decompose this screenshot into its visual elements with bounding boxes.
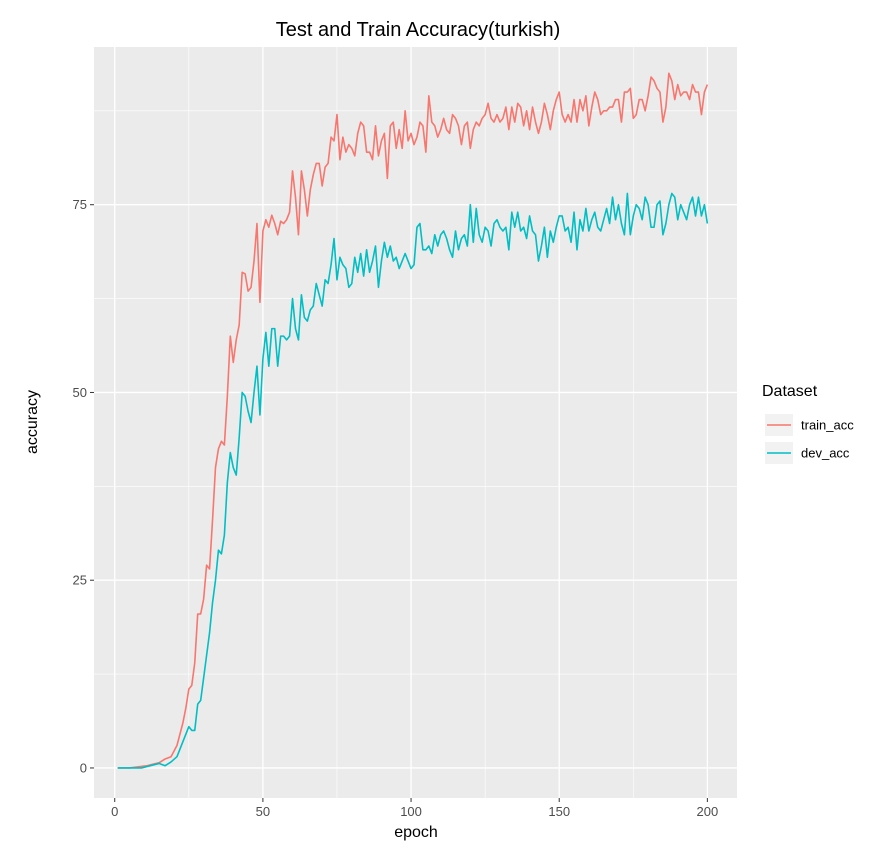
series-line-train_acc <box>117 72 709 769</box>
x-tick-label: 50 <box>256 804 270 819</box>
y-axis-title: accuracy <box>24 390 41 454</box>
legend: Dataset train_acc dev_acc <box>762 383 854 464</box>
legend-label-dev_acc: dev_acc <box>801 446 850 461</box>
x-tick-label: 100 <box>400 804 422 819</box>
plot-panel <box>94 47 737 798</box>
y-tick-label: 50 <box>73 385 87 400</box>
legend-title: Dataset <box>762 383 818 400</box>
legend-label-train_acc: train_acc <box>801 418 854 433</box>
x-tick-label: 0 <box>111 804 118 819</box>
x-tick-label: 200 <box>697 804 719 819</box>
y-tick-label: 25 <box>73 573 87 588</box>
y-axis: 0 25 50 75 <box>73 197 94 775</box>
series-line-dev_acc <box>117 192 709 769</box>
x-axis: 0 50 100 150 200 <box>111 798 718 819</box>
x-axis-title: epoch <box>394 824 438 841</box>
grid <box>94 47 737 798</box>
series-lines <box>117 72 709 769</box>
chart-title: Test and Train Accuracy(turkish) <box>276 19 561 41</box>
x-tick-label: 150 <box>548 804 570 819</box>
y-tick-label: 75 <box>73 197 87 212</box>
y-tick-label: 0 <box>80 760 87 775</box>
